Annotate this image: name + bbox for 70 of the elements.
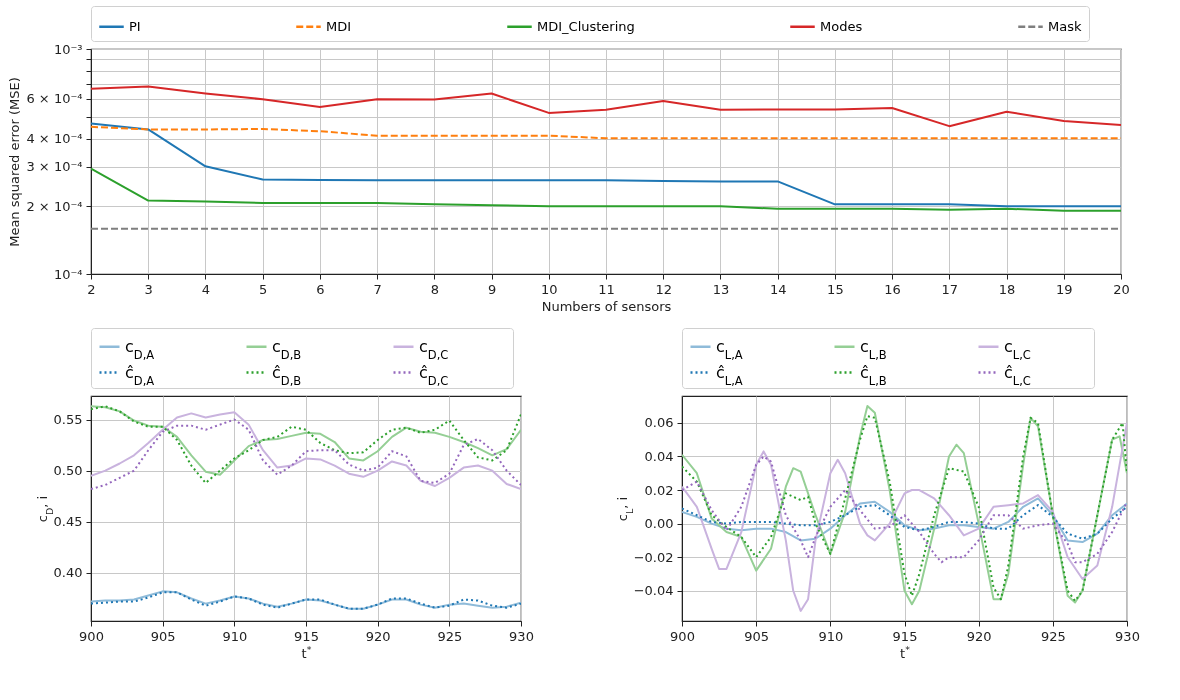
x-tick-label: 11 bbox=[598, 281, 615, 297]
x-tick-label: 17 bbox=[941, 281, 959, 297]
x-tick-label: 915 bbox=[892, 628, 918, 644]
x-tick-label: 9 bbox=[487, 281, 497, 297]
x-tick-label: 925 bbox=[437, 628, 463, 644]
x-tick-label: 900 bbox=[79, 628, 104, 644]
y-tick-label: 3 × 10⁻⁴ bbox=[26, 159, 83, 175]
x-tick-label: 13 bbox=[712, 281, 730, 297]
legend-label: c$_{D,A}$ bbox=[125, 336, 155, 362]
legend-label: c$_{D,B}$ bbox=[272, 336, 302, 362]
x-tick-label: 18 bbox=[998, 281, 1016, 297]
y-tick-label: −0.04 bbox=[633, 583, 674, 599]
y-tick-label: 0.45 bbox=[53, 514, 83, 530]
x-tick-label: 19 bbox=[1056, 281, 1073, 297]
y-tick-label: 10⁻³ bbox=[53, 41, 83, 57]
x-axis-title: t$^{*}$ bbox=[900, 643, 911, 661]
legend-label: ĉ$_{D,A}$ bbox=[125, 362, 155, 388]
legend-label: Modes bbox=[820, 18, 863, 34]
y-tick-label: 0.02 bbox=[644, 482, 674, 498]
legend-label: c$_{L,B}$ bbox=[860, 336, 887, 362]
x-axis-title: t$^{*}$ bbox=[301, 643, 312, 661]
y-tick-label: 4 × 10⁻⁴ bbox=[26, 131, 83, 147]
y-tick-label: 0.40 bbox=[53, 565, 83, 581]
legend-label: c$_{L,A}$ bbox=[716, 336, 743, 362]
legend-label: ĉ$_{D,B}$ bbox=[272, 362, 302, 388]
x-tick-label: 14 bbox=[769, 281, 787, 297]
x-tick-label: 6 bbox=[316, 281, 325, 297]
legend-label: ĉ$_{D,C}$ bbox=[419, 362, 449, 388]
x-tick-label: 905 bbox=[744, 628, 770, 644]
x-tick-label: 910 bbox=[818, 628, 844, 644]
x-axis-title: Numbers of sensors bbox=[541, 298, 672, 314]
x-tick-label: 15 bbox=[827, 281, 844, 297]
x-tick-label: 16 bbox=[884, 281, 901, 297]
x-tick-label: 905 bbox=[150, 628, 176, 644]
y-axis-title: Mean squared error (MSE) bbox=[7, 77, 23, 247]
legend-label: MDI_Clustering bbox=[537, 18, 635, 34]
x-tick-label: 900 bbox=[670, 628, 695, 644]
legend-label: ĉ$_{L,C}$ bbox=[1004, 362, 1031, 388]
x-tick-label: 3 bbox=[144, 281, 153, 297]
x-tick-label: 925 bbox=[1040, 628, 1066, 644]
legend-label: PI bbox=[129, 18, 141, 34]
x-tick-label: 5 bbox=[259, 281, 268, 297]
x-tick-label: 4 bbox=[201, 281, 211, 297]
y-tick-label: 6 × 10⁻⁴ bbox=[26, 91, 83, 107]
y-tick-label: 0.06 bbox=[644, 415, 674, 431]
x-tick-label: 915 bbox=[294, 628, 319, 644]
x-tick-label: 8 bbox=[430, 281, 439, 297]
y-tick-label: 10⁻⁴ bbox=[53, 266, 83, 282]
y-tick-label: 2 × 10⁻⁴ bbox=[26, 198, 83, 214]
legend-label: ĉ$_{L,B}$ bbox=[860, 362, 887, 388]
y-tick-label: 0.00 bbox=[644, 516, 674, 532]
x-tick-label: 12 bbox=[655, 281, 672, 297]
x-tick-label: 910 bbox=[222, 628, 248, 644]
x-tick-label: 920 bbox=[966, 628, 992, 644]
x-tick-label: 2 bbox=[87, 281, 96, 297]
x-tick-label: 930 bbox=[509, 628, 534, 644]
legend-label: Mask bbox=[1048, 18, 1082, 34]
x-tick-label: 7 bbox=[373, 281, 382, 297]
x-tick-label: 930 bbox=[1115, 628, 1140, 644]
y-tick-label: 0.50 bbox=[53, 463, 83, 479]
legend-label: ĉ$_{L,A}$ bbox=[716, 362, 743, 388]
y-tick-label: 0.04 bbox=[644, 448, 674, 464]
x-tick-label: 920 bbox=[365, 628, 391, 644]
y-tick-label: 0.55 bbox=[53, 412, 83, 428]
x-tick-label: 10 bbox=[541, 281, 558, 297]
y-tick-label: −0.02 bbox=[633, 549, 674, 565]
legend-label: c$_{L,C}$ bbox=[1004, 336, 1031, 362]
legend-label: c$_{D,C}$ bbox=[419, 336, 449, 362]
x-tick-label: 20 bbox=[1113, 281, 1130, 297]
legend-label: MDI bbox=[326, 18, 352, 34]
